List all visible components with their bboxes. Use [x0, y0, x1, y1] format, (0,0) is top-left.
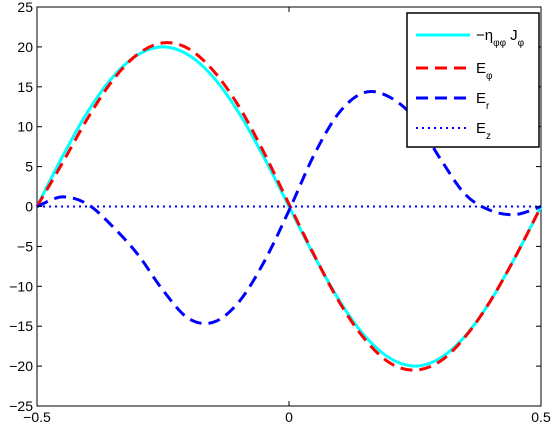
- y-tick-label: 0: [25, 199, 33, 215]
- x-tick-label: 0: [285, 409, 293, 425]
- x-tick-label: −0.5: [23, 409, 51, 425]
- legend-box: [406, 12, 540, 148]
- y-tick-label: −10: [9, 278, 33, 294]
- y-tick-label: 20: [17, 39, 33, 55]
- y-tick-label: −20: [9, 358, 33, 374]
- legend: −ηφφ Jφ Eφ Er Ez: [406, 12, 540, 148]
- x-tick-label: 0.5: [531, 409, 551, 425]
- y-tick-label: 15: [17, 79, 33, 95]
- y-tick-label: −5: [17, 238, 33, 254]
- legend-item-e-phi: Eφ: [416, 60, 493, 82]
- legend-items: −ηφφ Jφ Eφ Er Ez: [416, 27, 525, 142]
- y-tick-label: −15: [9, 318, 33, 334]
- y-tick-label: −25: [9, 398, 33, 414]
- legend-item-e-z: Ez: [416, 120, 491, 142]
- series-layer: [35, 41, 543, 372]
- series-e-phi-line: [35, 41, 543, 372]
- y-tick-label: 25: [17, 0, 33, 15]
- y-tick-label: 10: [17, 119, 33, 135]
- legend-label: Ez: [476, 120, 491, 142]
- y-tick-labels: −25 −20 −15 −10 −5 0 5 10 15 20 25: [9, 0, 33, 414]
- legend-item-e-r: Er: [416, 90, 490, 112]
- y-tick-label: 5: [25, 159, 33, 175]
- tick-marks: [36, 6, 542, 407]
- legend-label: −ηφφ Jφ: [476, 27, 525, 49]
- legend-item-eta-j-phi: −ηφφ Jφ: [416, 27, 525, 49]
- series-e-r-line: [36, 89, 542, 326]
- x-tick-labels: −0.5 0 0.5: [23, 409, 551, 425]
- legend-label: Eφ: [476, 60, 493, 82]
- legend-label: Er: [476, 90, 490, 112]
